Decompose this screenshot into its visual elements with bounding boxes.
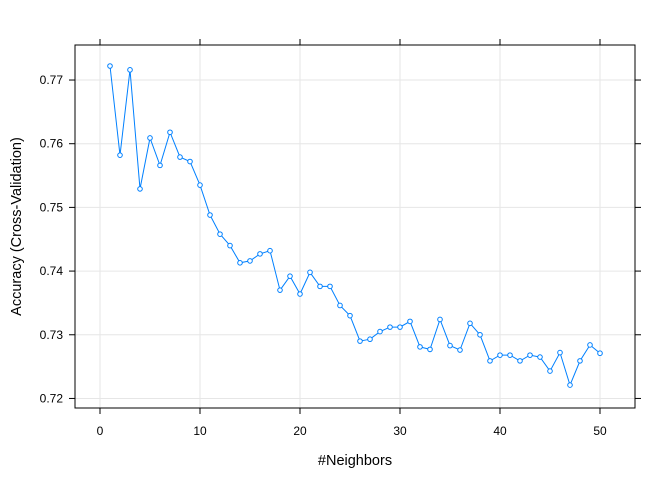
y-axis-title: Accuracy (Cross-Validation) bbox=[9, 137, 25, 316]
grid bbox=[75, 45, 635, 408]
data-point bbox=[437, 316, 443, 323]
data-point bbox=[397, 324, 403, 330]
data-point bbox=[407, 318, 413, 325]
data-point bbox=[107, 63, 113, 69]
y-tick-label: 0.73 bbox=[40, 328, 64, 342]
data-point bbox=[577, 358, 583, 364]
data-point bbox=[367, 336, 373, 343]
y-tick-label: 0.76 bbox=[40, 137, 64, 151]
data-point bbox=[387, 324, 393, 330]
data-point bbox=[587, 342, 593, 348]
data-point bbox=[357, 338, 363, 344]
data-point bbox=[327, 283, 333, 290]
data-point bbox=[297, 291, 303, 297]
data-point bbox=[267, 247, 273, 254]
data-point bbox=[217, 231, 223, 237]
data-point bbox=[427, 346, 433, 353]
data-point bbox=[497, 352, 503, 358]
data-point bbox=[157, 162, 163, 169]
y-tick-label: 0.74 bbox=[40, 264, 64, 278]
series-line bbox=[109, 65, 601, 387]
data-point bbox=[597, 350, 603, 357]
data-point bbox=[377, 328, 383, 335]
data-point bbox=[257, 251, 263, 257]
data-point bbox=[317, 283, 323, 290]
data-point bbox=[137, 186, 143, 192]
data-point bbox=[517, 358, 523, 364]
data-point bbox=[247, 258, 253, 264]
data-point bbox=[117, 152, 123, 158]
data-point bbox=[417, 344, 423, 350]
data-point bbox=[347, 312, 353, 319]
plot-panel bbox=[74, 44, 636, 409]
x-tick-label: 50 bbox=[593, 424, 607, 438]
data-point bbox=[227, 242, 233, 249]
data-point bbox=[177, 154, 183, 160]
y-tick-label: 0.77 bbox=[40, 73, 64, 87]
x-tick-label: 40 bbox=[493, 424, 507, 438]
x-tick-label: 10 bbox=[193, 424, 207, 438]
data-point bbox=[477, 331, 483, 338]
y-tick-label: 0.75 bbox=[40, 200, 64, 214]
data-series bbox=[107, 63, 603, 388]
data-point bbox=[187, 158, 193, 165]
data-point bbox=[547, 368, 553, 374]
data-point bbox=[197, 182, 203, 188]
data-point bbox=[127, 67, 133, 73]
x-tick-label: 0 bbox=[97, 424, 104, 438]
data-point bbox=[337, 302, 343, 309]
data-point bbox=[467, 320, 473, 327]
data-point bbox=[147, 135, 153, 141]
y-tick-label: 0.72 bbox=[40, 391, 64, 405]
data-point bbox=[487, 358, 493, 364]
data-point bbox=[207, 212, 213, 218]
data-point bbox=[307, 269, 313, 276]
data-point bbox=[567, 382, 573, 388]
x-tick-label: 20 bbox=[293, 424, 307, 438]
data-point bbox=[507, 352, 513, 358]
data-point bbox=[537, 354, 543, 360]
data-point bbox=[167, 129, 173, 136]
data-point bbox=[287, 273, 293, 279]
data-point bbox=[457, 347, 463, 353]
x-axis-title: #Neighbors bbox=[318, 453, 392, 469]
data-point bbox=[237, 260, 243, 266]
data-point bbox=[277, 287, 283, 293]
axes: 0 10 20 30 40 50 0.72 0.73 0.74 0.75 0.76 0.77 bbox=[40, 39, 641, 438]
data-point bbox=[557, 349, 563, 356]
data-point bbox=[527, 352, 533, 358]
data-point bbox=[447, 342, 453, 349]
x-tick-label: 30 bbox=[393, 424, 407, 438]
